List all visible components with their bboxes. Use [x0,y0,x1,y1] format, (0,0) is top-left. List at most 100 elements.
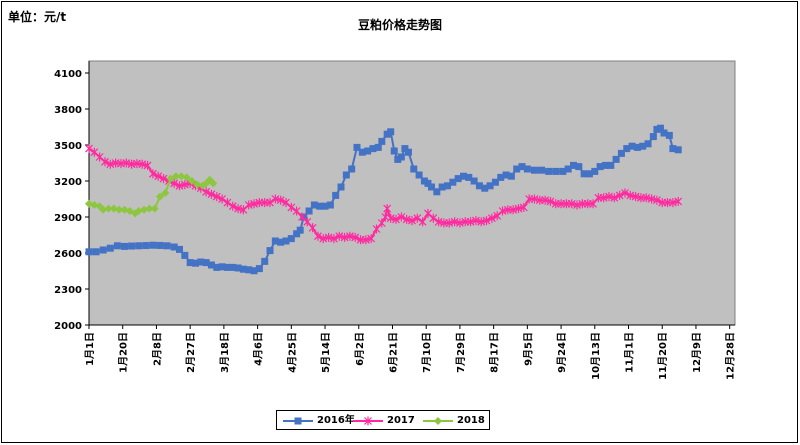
data-point [218,194,227,204]
data-point [518,163,526,171]
legend-label: 2016年 [317,415,355,426]
data-point [113,242,121,250]
data-point [212,192,221,202]
data-point [300,213,308,221]
x-tick-label: 2月27日 [185,332,197,373]
series-layer [85,124,683,275]
data-point [486,182,494,190]
data-point [580,170,588,178]
y-tick-label: 3800 [54,105,82,116]
x-tick-label: 3月18日 [219,332,231,373]
data-point [433,188,441,196]
chart-title: 豆粕价格走势图 [357,18,442,32]
data-point [364,147,372,155]
x-tick-label: 4月6日 [253,332,265,366]
y-tick-label: 2600 [54,249,82,260]
data-point [250,267,258,275]
data-point [353,143,361,151]
data-point [481,184,489,192]
data-point [507,172,515,180]
data-point [607,161,615,169]
data-point [128,242,136,250]
data-point [90,201,99,209]
data-point [665,131,673,139]
x-tick-label: 11月1日 [624,332,636,373]
data-point [387,128,395,136]
y-tick-label: 4100 [54,69,82,80]
data-point [305,207,313,215]
data-point [559,167,567,175]
data-point [228,201,237,211]
data-point [369,145,377,153]
data-point [186,259,194,267]
data-point [415,171,423,179]
legend-marker [434,417,442,425]
y-tick-label: 3500 [54,141,82,152]
data-point [617,149,625,157]
data-point [145,204,154,213]
data-point [669,145,677,153]
x-tick-label: 1月1日 [84,332,96,366]
data-point [142,242,150,250]
x-tick-label: 11月20日 [657,332,669,380]
data-point [596,163,604,171]
data-point [276,195,285,205]
legend-label: 2017 [387,415,415,426]
y-tick-label: 2000 [54,321,82,332]
data-point [465,173,473,181]
data-point [255,265,263,273]
y-tick-label: 2300 [54,285,82,296]
data-point [239,265,247,273]
data-point [308,223,317,233]
data-point [85,144,93,154]
data-point [392,214,400,224]
data-point [656,124,664,132]
data-point [156,241,164,249]
data-point [163,242,171,250]
series-3 [85,172,218,218]
data-point [135,242,143,250]
data-point [615,190,624,200]
data-point [383,204,392,214]
data-point [207,189,216,199]
data-point [296,226,304,234]
data-point [475,182,483,190]
data-point [408,216,416,226]
data-point [218,263,226,271]
x-tick-label: 9月24日 [556,332,568,373]
data-point [621,188,629,198]
data-point [612,155,620,163]
data-point [229,263,237,271]
x-axis: 1月1日 1月20日 2月8日 2月27日 3月18日 4月6日 4月25日 5月14日 6月2… [84,324,737,380]
data-point [287,202,296,212]
data-point [644,140,652,148]
data-point [261,257,269,265]
data-point [404,148,412,156]
data-point [321,202,329,210]
data-point [570,161,577,169]
data-point [591,167,599,175]
data-point [429,213,438,223]
data-point [564,165,572,173]
data-point [277,238,285,246]
data-point [601,161,609,169]
x-tick-label: 12月9日 [691,332,703,373]
data-point [545,167,553,175]
data-point [101,157,109,167]
data-point [134,207,143,215]
data-point [660,129,668,137]
data-point [374,143,382,151]
x-tick-label: 6月21日 [387,332,399,373]
data-point [519,202,528,212]
data-point [428,183,436,191]
data-point [575,163,583,171]
data-point [92,248,100,256]
x-tick-label: 4月25日 [286,332,298,373]
data-point [99,205,108,214]
data-point [182,173,191,182]
data-point [271,237,279,245]
data-point [410,165,418,173]
data-point [293,230,301,238]
